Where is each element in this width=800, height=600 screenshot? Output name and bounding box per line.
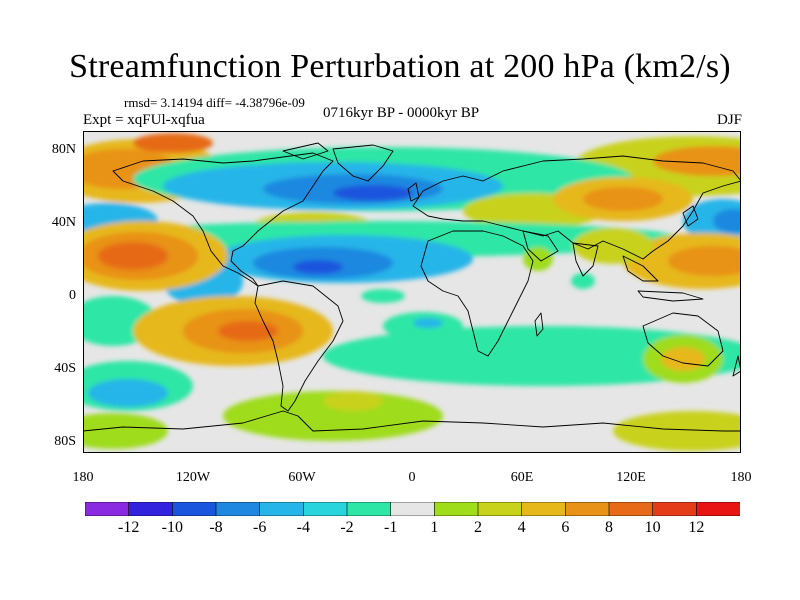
period-label: 0716kyr BP - 0000kyr BP <box>323 105 480 121</box>
experiment-label: Expt = xqFUl-xqfua <box>83 112 205 128</box>
lat-label-80s: 80S <box>54 434 76 449</box>
colorbar-swatch <box>303 502 348 516</box>
map-title: Streamfunction Perturbation at 200 hPa (… <box>69 48 731 85</box>
colorbar-tick-label: -4 <box>296 519 310 536</box>
colorbar-tick-label: 10 <box>644 519 661 536</box>
lon-label-120e: 120E <box>616 470 646 485</box>
colorbar-swatch <box>521 502 566 516</box>
colorbar-tick-label: -2 <box>340 519 354 536</box>
colorbar-swatch <box>608 502 654 516</box>
colorbar-tick-label: -10 <box>161 519 183 536</box>
colorbar-tick-label: 8 <box>605 519 613 536</box>
lat-label-0: 0 <box>69 288 76 303</box>
colorbar-swatch <box>346 502 392 516</box>
lat-label-40n: 40N <box>51 215 76 230</box>
lon-label-0: 0 <box>408 470 416 485</box>
colorbar-tick-label: 4 <box>517 519 526 536</box>
colorbar-swatch <box>259 502 304 516</box>
colorbar-swatch <box>434 502 479 516</box>
colorbar <box>85 502 740 516</box>
lon-label-60e: 60E <box>510 470 534 485</box>
lon-label-120w: 120W <box>175 470 211 485</box>
colorbar-tick-label: -6 <box>252 519 267 536</box>
colorbar-tick-label: 6 <box>561 519 570 536</box>
colorbar-tick-label: 1 <box>430 519 439 536</box>
lon-label-180w: 180 <box>72 470 94 485</box>
season-label: DJF <box>716 112 742 128</box>
rmsd-diff-text: rmsd= 3.14194 diff= -4.38796e-09 <box>124 95 305 110</box>
contour-fields <box>83 133 741 451</box>
colorbar-swatch <box>696 502 740 516</box>
colorbar-tick-label: -1 <box>383 519 398 536</box>
map-frame <box>83 131 741 453</box>
colorbar-swatch <box>128 502 173 516</box>
streamfunction-map <box>83 131 741 453</box>
colorbar-labels: -12 -10 -8 -6 -4 -2 -1 1 2 4 6 8 10 12 <box>85 519 740 539</box>
colorbar-tick-label: 12 <box>688 519 705 536</box>
colorbar-swatch <box>652 502 697 516</box>
colorbar-swatch <box>390 502 435 516</box>
colorbar-swatch <box>565 502 610 516</box>
lon-label-60w: 60W <box>288 470 316 485</box>
lat-label-80n: 80N <box>51 142 76 157</box>
colorbar-swatch <box>172 502 217 516</box>
lat-label-40s: 40S <box>54 361 76 376</box>
colorbar-swatch <box>215 502 261 516</box>
colorbar-swatch <box>477 502 523 516</box>
colorbar-tick-label: 2 <box>474 519 482 536</box>
colorbar-swatch <box>85 502 130 516</box>
colorbar-tick-label: -12 <box>117 519 140 536</box>
colorbar-tick-label: -8 <box>209 519 223 536</box>
coastlines <box>83 142 741 432</box>
lon-label-180e: 180 <box>730 470 752 485</box>
